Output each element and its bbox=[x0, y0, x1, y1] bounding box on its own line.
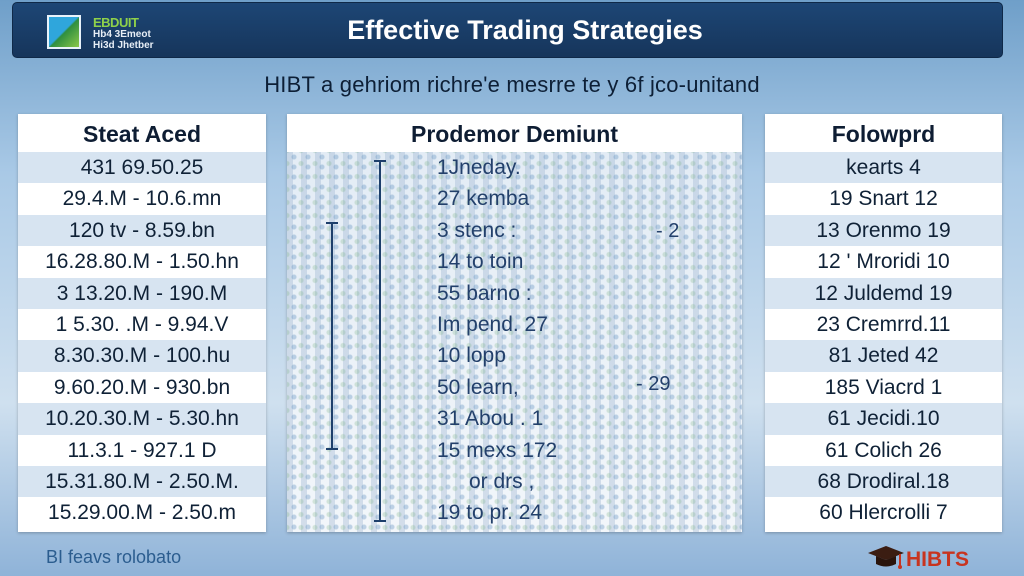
middle-panel-body bbox=[287, 152, 742, 532]
graduation-cap-icon bbox=[868, 546, 904, 569]
right-panel-list: kearts 4 19 Snart 12 13 Orenmo 19 12 ' M… bbox=[765, 152, 1002, 529]
list-item[interactable]: 1 5.30. .M - 9.94.V bbox=[18, 308, 266, 341]
list-item[interactable]: 12 ' Mroridi 10 bbox=[765, 246, 1002, 278]
left-panel-list: 431 69.50.25 29.4.M - 10.6.mn 120 tv - 8… bbox=[18, 152, 266, 529]
list-item[interactable]: 8.30.30.M - 100.hu bbox=[18, 340, 266, 372]
list-item[interactable]: 185 Viacrd 1 bbox=[765, 371, 1002, 404]
list-item[interactable]: 19 Snart 12 bbox=[765, 183, 1002, 215]
list-item[interactable]: 1Jneday. bbox=[437, 156, 521, 179]
list-item[interactable]: 13 Orenmo 19 bbox=[765, 214, 1002, 247]
list-item[interactable]: 3 13.20.M - 190.M bbox=[18, 277, 266, 309]
app-logo[interactable]: EBDUIT Hb4 3Emeot Hi3d Jhetber bbox=[47, 15, 177, 55]
list-item[interactable]: 15.31.80.M - 2.50.M. bbox=[18, 465, 266, 498]
brand-name: HIBTS bbox=[906, 548, 969, 571]
list-item[interactable]: 12 Juldemd 19 bbox=[765, 277, 1002, 309]
side-value-label: - 29 bbox=[636, 373, 671, 395]
list-item[interactable]: 27 kemba bbox=[437, 187, 530, 211]
list-item[interactable]: 55 barno : bbox=[437, 281, 532, 305]
timeline-line-long bbox=[374, 160, 386, 522]
left-panel: Steat Aced 431 69.50.25 29.4.M - 10.6.mn… bbox=[18, 114, 266, 532]
right-panel: Folowprd kearts 4 19 Snart 12 13 Orenmo … bbox=[765, 114, 1002, 532]
middle-panel: Prodemor Demiunt bbox=[287, 114, 742, 532]
list-item[interactable]: 60 Hlercrolli 7 bbox=[765, 497, 1002, 529]
middle-panel-list: 1Jneday. 27 kemba 3 stenc : 14 to toin 5… bbox=[437, 152, 557, 529]
list-item[interactable]: 50 learn, bbox=[437, 375, 519, 399]
dot-pattern-background bbox=[287, 152, 742, 532]
timeline-line-short bbox=[326, 222, 338, 450]
list-item[interactable]: 3 stenc : bbox=[437, 218, 517, 242]
footer-brand[interactable]: HIBTS bbox=[866, 540, 1006, 574]
right-panel-title: Folowprd bbox=[831, 121, 936, 147]
footer-caption: BI feavs rolobato bbox=[46, 547, 182, 567]
logo-line-2: Hb4 3Emeot bbox=[93, 29, 151, 40]
list-item[interactable]: Im pend. 27 bbox=[437, 312, 548, 336]
list-item[interactable]: 31 Abou . 1 bbox=[437, 407, 544, 431]
list-item[interactable]: 431 69.50.25 bbox=[18, 152, 266, 184]
list-item[interactable]: 10.20.30.M - 5.30.hn bbox=[18, 403, 266, 435]
list-item[interactable]: 15 mexs 172 bbox=[437, 438, 558, 462]
list-item[interactable]: 15.29.00.M - 2.50.m bbox=[18, 497, 266, 529]
list-item[interactable]: 19 to pr. 24 bbox=[437, 501, 543, 525]
list-item[interactable]: 9.60.20.M - 930.bn bbox=[18, 371, 266, 404]
page-subtitle: HIBT a gehriom richre'e mesrre te y 6f j… bbox=[264, 72, 760, 97]
left-panel-title: Steat Aced bbox=[82, 121, 202, 147]
logo-line-3: Hi3d Jhetber bbox=[93, 40, 154, 51]
list-item[interactable]: 61 Jecidi.10 bbox=[765, 403, 1002, 435]
list-item[interactable]: 120 tv - 8.59.bn bbox=[18, 214, 266, 247]
list-item[interactable]: 23 Cremrrd.11 bbox=[765, 308, 1002, 341]
side-value-label: - 2 bbox=[656, 220, 680, 242]
list-item[interactable]: 10 lopp bbox=[437, 344, 506, 368]
list-item[interactable]: kearts 4 bbox=[765, 152, 1002, 184]
header-bar: EBDUIT Hb4 3Emeot Hi3d Jhetber Effective… bbox=[12, 2, 1003, 58]
list-item[interactable]: 81 Jeted 42 bbox=[765, 340, 1002, 372]
list-item[interactable]: 68 Drodiral.18 bbox=[765, 465, 1002, 498]
list-item[interactable]: 29.4.M - 10.6.mn bbox=[18, 183, 266, 215]
list-item[interactable]: 14 to toin bbox=[437, 250, 524, 274]
middle-panel-title: Prodemor Demiunt bbox=[410, 121, 619, 147]
list-item[interactable]: 11.3.1 - 927.1 D bbox=[18, 434, 266, 466]
logo-mark-icon bbox=[47, 15, 81, 49]
page-title: Effective Trading Strategies bbox=[347, 15, 703, 45]
list-item[interactable]: 61 Colich 26 bbox=[765, 434, 1002, 466]
list-item[interactable]: 16.28.80.M - 1.50.hn bbox=[18, 246, 266, 278]
logo-line-1: EBDUIT bbox=[93, 15, 139, 30]
list-item[interactable]: or drs , bbox=[469, 469, 535, 493]
